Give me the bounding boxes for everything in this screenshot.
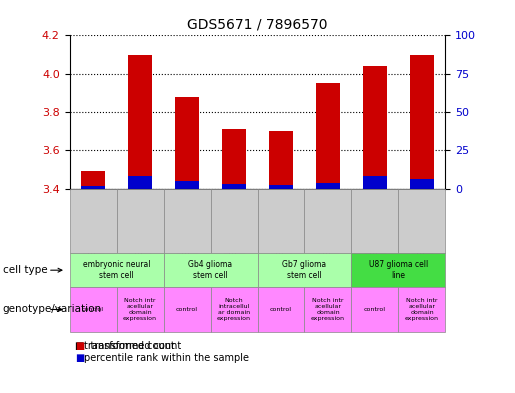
Bar	[269, 131, 293, 189]
Text: control: control	[364, 307, 386, 312]
Bar	[410, 55, 434, 189]
Bar	[410, 180, 434, 189]
Text: control: control	[82, 307, 104, 312]
Text: ■: ■	[75, 341, 84, 351]
Text: Gb7 glioma
stem cell: Gb7 glioma stem cell	[282, 261, 327, 280]
Text: Gb4 glioma
stem cell: Gb4 glioma stem cell	[188, 261, 233, 280]
Text: cell type: cell type	[3, 265, 47, 275]
Text: transformed count: transformed count	[84, 341, 175, 351]
Bar	[175, 97, 199, 189]
Text: embryonic neural
stem cell: embryonic neural stem cell	[83, 261, 150, 280]
Text: Notch intr
acellular
domain
expression: Notch intr acellular domain expression	[405, 298, 439, 321]
Text: ■: ■	[75, 353, 84, 363]
Text: control: control	[270, 307, 292, 312]
Bar	[269, 185, 293, 189]
Bar	[81, 185, 105, 189]
Bar	[316, 182, 340, 189]
Bar	[316, 83, 340, 189]
Text: U87 glioma cell
line: U87 glioma cell line	[369, 261, 428, 280]
Bar	[175, 181, 199, 189]
Bar	[222, 184, 246, 189]
Text: Notch intr
acellular
domain
expression: Notch intr acellular domain expression	[123, 298, 157, 321]
Text: control: control	[176, 307, 198, 312]
Text: Notch
intracellul
ar domain
expression: Notch intracellul ar domain expression	[217, 298, 251, 321]
Text: Notch intr
acellular
domain
expression: Notch intr acellular domain expression	[311, 298, 345, 321]
Bar	[363, 176, 387, 189]
Text: genotype/variation: genotype/variation	[3, 305, 101, 314]
Bar	[81, 171, 105, 189]
Bar	[363, 66, 387, 189]
Text: ■  transformed count: ■ transformed count	[75, 341, 181, 351]
Text: GDS5671 / 7896570: GDS5671 / 7896570	[187, 18, 328, 32]
Bar	[222, 129, 246, 189]
Bar	[128, 176, 152, 189]
Text: percentile rank within the sample: percentile rank within the sample	[84, 353, 249, 363]
Bar	[128, 55, 152, 189]
